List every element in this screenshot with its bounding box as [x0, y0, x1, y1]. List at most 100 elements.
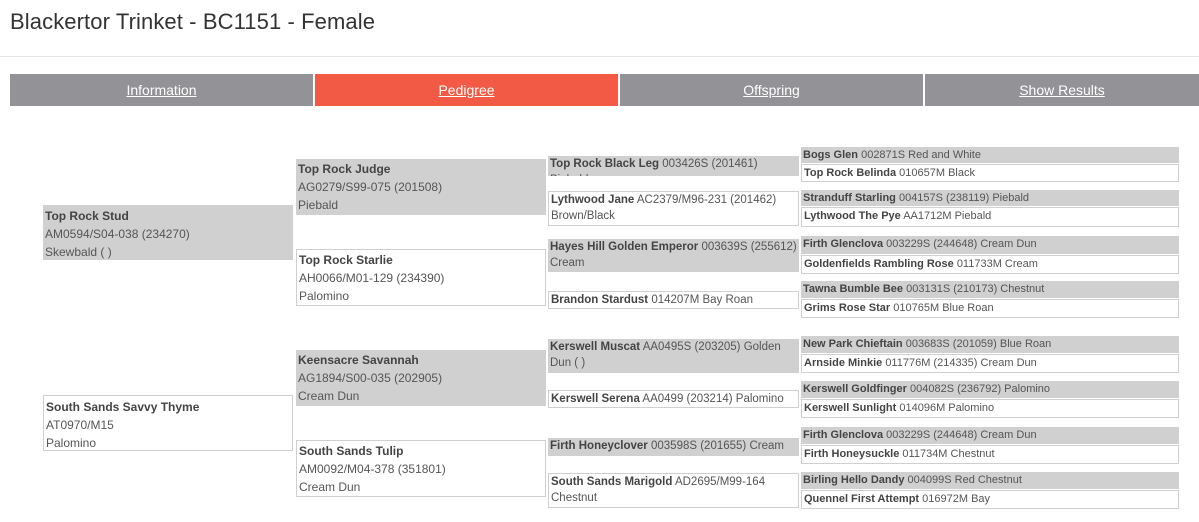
tab-show-results[interactable]: Show Results	[925, 74, 1199, 106]
horse-registration: AM0092/M04-378 (351801)	[299, 462, 446, 476]
horse-name: Top Rock Stud	[45, 209, 129, 223]
horse-detail: 016972M Bay	[922, 493, 991, 505]
pedigree-gen4-6[interactable]: Goldenfields Rambling Rose 011733M Cream	[801, 255, 1179, 274]
horse-name: Top Rock Judge	[298, 162, 391, 176]
pedigree-gen4-8[interactable]: Grims Rose Star 010765M Blue Roan	[801, 299, 1179, 318]
pedigree-gen3-4[interactable]: Brandon Stardust 014207M Bay Roan	[548, 291, 799, 309]
pedigree-gen4-15[interactable]: Birling Hello Dandy 004099S Red Chestnut	[801, 472, 1179, 489]
horse-name: Arnside Minkie	[804, 357, 883, 369]
horse-detail: 011733M Cream	[956, 258, 1038, 270]
horse-detail: AA0499 (203214) Palomino	[642, 393, 784, 405]
horse-name: South Sands Marigold	[551, 476, 673, 488]
horse-registration: AT0970/M15	[46, 418, 114, 432]
horse-name: New Park Chieftain	[803, 338, 903, 350]
horse-detail: AA0495S (203205) Golden Dun ( )	[550, 341, 781, 369]
horse-color: Piebald	[298, 198, 339, 212]
horse-name: Hayes Hill Golden Emperor	[550, 241, 699, 253]
horse-color: Palomino	[46, 436, 97, 450]
pedigree-sire[interactable]: Top Rock Stud AM0594/S04-038 (234270) Sk…	[43, 205, 293, 260]
horse-name: Top Rock Black Leg	[550, 158, 660, 170]
horse-name: South Sands Savvy Thyme	[46, 400, 200, 414]
horse-registration: AH0066/M01-129 (234390)	[299, 271, 445, 285]
horse-detail: 004099S Red Chestnut	[907, 474, 1022, 486]
horse-color: Cream Dun	[298, 389, 360, 403]
horse-name: Kerswell Goldfinger	[803, 383, 907, 395]
pedigree-gen4-7[interactable]: Tawna Bumble Bee 003131S (210173) Chestn…	[801, 281, 1179, 298]
pedigree-gen4-14[interactable]: Firth Honeysuckle 011734M Chestnut	[801, 445, 1179, 464]
horse-name: Top Rock Starlie	[299, 253, 393, 267]
pedigree-gen3-7[interactable]: Firth Honeyclover 003598S (201655) Cream…	[548, 438, 799, 456]
horse-name: South Sands Tulip	[299, 444, 404, 458]
pedigree-gen4-1[interactable]: Bogs Glen 002871S Red and White	[801, 147, 1179, 163]
horse-detail: AA1712M Piebald	[903, 210, 992, 222]
horse-name: Tawna Bumble Bee	[803, 283, 904, 295]
horse-color: Cream Dun	[299, 480, 361, 494]
tab-pedigree[interactable]: Pedigree	[315, 74, 620, 106]
horse-detail: 003229S (244648) Cream Dun	[886, 238, 1037, 250]
horse-detail: 011734M Chestnut	[902, 448, 995, 460]
horse-name: Goldenfields Rambling Rose	[804, 258, 954, 270]
horse-detail: 004157S (238119) Piebald	[898, 192, 1030, 204]
horse-detail: AD2695/M99-164 Chestnut	[551, 476, 766, 504]
horse-name: Bogs Glen	[803, 149, 859, 161]
horse-registration: AM0594/S04-038 (234270)	[45, 227, 190, 241]
horse-detail: 011776M (214335) Cream Dun	[885, 357, 1037, 369]
pedigree-gen3-5[interactable]: Kerswell Muscat AA0495S (203205) Golden …	[548, 339, 799, 373]
horse-name: Birling Hello Dandy	[803, 474, 905, 486]
horse-detail: 003426S (201461) Piebald	[550, 158, 758, 176]
horse-detail: 010657M Black	[899, 167, 975, 179]
horse-name: Lythwood The Pye	[804, 210, 901, 222]
horse-detail: 002871S Red and White	[861, 149, 981, 161]
horse-name: Kerswell Muscat	[550, 341, 641, 353]
horse-detail: 014096M Palomino	[899, 402, 995, 414]
pedigree-gen4-12[interactable]: Kerswell Sunlight 014096M Palomino	[801, 399, 1179, 418]
pedigree-gen3-1[interactable]: Top Rock Black Leg 003426S (201461) Pieb…	[548, 156, 799, 176]
pedigree-gen4-10[interactable]: Arnside Minkie 011776M (214335) Cream Du…	[801, 354, 1179, 373]
pedigree-dam[interactable]: South Sands Savvy Thyme AT0970/M15 Palom…	[43, 395, 293, 451]
horse-name: Stranduff Starling	[803, 192, 896, 204]
horse-detail: 004082S (236792) Palomino	[909, 383, 1051, 395]
pedigree-gen2-dam-sire[interactable]: Keensacre Savannah AG1894/S00-035 (20290…	[296, 350, 546, 406]
horse-detail: 014207M Bay Roan	[651, 294, 753, 306]
horse-name: Firth Honeysuckle	[804, 448, 900, 460]
horse-registration: AG1894/S00-035 (202905)	[298, 371, 443, 385]
horse-color: Palomino	[299, 289, 350, 303]
horse-name: Keensacre Savannah	[298, 353, 419, 367]
horse-name: Firth Glenclova	[803, 429, 884, 441]
tab-information[interactable]: Information	[10, 74, 315, 106]
horse-detail: 003229S (244648) Cream Dun	[886, 429, 1037, 441]
pedigree-gen4-2[interactable]: Top Rock Belinda 010657M Black	[801, 164, 1179, 182]
horse-detail: AC2379/M96-231 (201462) Brown/Black	[551, 194, 777, 222]
pedigree-gen4-3[interactable]: Stranduff Starling 004157S (238119) Pieb…	[801, 190, 1179, 206]
horse-name: Quennel First Attempt	[804, 493, 920, 505]
horse-detail: 003683S (201059) Blue Roan	[905, 338, 1052, 350]
horse-name: Top Rock Belinda	[804, 167, 897, 179]
pedigree-gen3-2[interactable]: Lythwood Jane AC2379/M96-231 (201462) Br…	[548, 191, 799, 226]
horse-name: Brandon Stardust	[551, 294, 649, 306]
horse-detail: 003639S (255612) Cream	[550, 241, 797, 269]
pedigree-gen4-4[interactable]: Lythwood The Pye AA1712M Piebald	[801, 207, 1179, 227]
pedigree-gen4-11[interactable]: Kerswell Goldfinger 004082S (236792) Pal…	[801, 381, 1179, 398]
tab-bar: Information Pedigree Offspring Show Resu…	[10, 74, 1199, 106]
pedigree-gen3-6[interactable]: Kerswell Serena AA0499 (203214) Palomino	[548, 390, 799, 408]
horse-name: Lythwood Jane	[551, 194, 635, 206]
horse-detail: 003131S (210173) Chestnut	[906, 283, 1045, 295]
title-divider	[0, 56, 1199, 57]
horse-color: Skewbald ( )	[45, 245, 112, 259]
horse-name: Kerswell Serena	[551, 393, 640, 405]
pedigree-gen2-sire-dam[interactable]: Top Rock Starlie AH0066/M01-129 (234390)…	[296, 249, 546, 306]
pedigree-gen4-5[interactable]: Firth Glenclova 003229S (244648) Cream D…	[801, 236, 1179, 254]
horse-registration: AG0279/S99-075 (201508)	[298, 180, 443, 194]
pedigree-gen2-dam-dam[interactable]: South Sands Tulip AM0092/M04-378 (351801…	[296, 440, 546, 497]
pedigree-gen3-8[interactable]: South Sands Marigold AD2695/M99-164 Ches…	[548, 473, 799, 508]
horse-detail: 003598S (201655) Cream Dun	[650, 440, 784, 452]
pedigree-gen4-13[interactable]: Firth Glenclova 003229S (244648) Cream D…	[801, 427, 1179, 444]
horse-name: Grims Rose Star	[804, 302, 891, 314]
horse-name: Kerswell Sunlight	[804, 402, 897, 414]
tab-offspring[interactable]: Offspring	[620, 74, 925, 106]
pedigree-gen4-16[interactable]: Quennel First Attempt 016972M Bay	[801, 490, 1179, 509]
pedigree-gen3-3[interactable]: Hayes Hill Golden Emperor 003639S (25561…	[548, 239, 799, 272]
horse-name: Firth Glenclova	[803, 238, 884, 250]
pedigree-gen2-sire-sire[interactable]: Top Rock Judge AG0279/S99-075 (201508) P…	[296, 159, 546, 215]
pedigree-gen4-9[interactable]: New Park Chieftain 003683S (201059) Blue…	[801, 336, 1179, 353]
